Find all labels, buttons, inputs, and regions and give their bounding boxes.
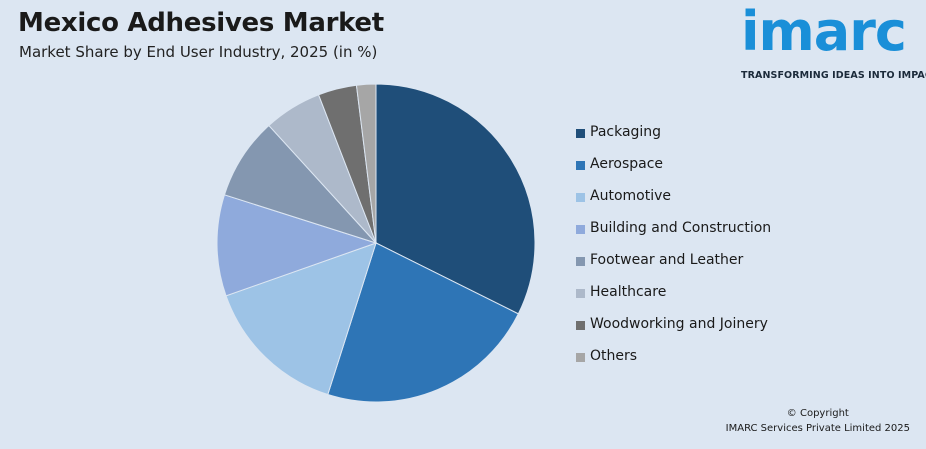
legend-item-aerospace: Aerospace [576, 156, 771, 188]
legend-item-automotive: Automotive [576, 188, 771, 220]
legend-swatch [576, 321, 585, 330]
legend-label: Building and Construction [590, 220, 772, 236]
copyright-notice: © Copyright IMARC Services Private Limit… [726, 406, 910, 436]
legend-swatch [576, 193, 585, 202]
legend-label: Footwear and Leather [590, 252, 744, 268]
logo-wordmark: imarc [741, 0, 907, 63]
legend-label: Automotive [590, 188, 671, 204]
copyright-line-1: © Copyright [786, 408, 849, 419]
pie-slice-building-and-construction [216, 194, 378, 297]
legend-item-building-and-construction: Building and Construction [576, 220, 771, 252]
legend-swatch [576, 289, 585, 298]
legend-label: Healthcare [590, 284, 667, 300]
legend-item-healthcare: Healthcare [576, 284, 771, 316]
legend-swatch [576, 353, 585, 362]
legend-swatch [576, 129, 585, 138]
chart-subtitle: Market Share by End User Industry, 2025 … [19, 43, 378, 61]
copyright-line-2: IMARC Services Private Limited 2025 [725, 423, 910, 434]
chart-legend: Packaging Aerospace Automotive Building and… [576, 124, 771, 380]
legend-swatch [576, 161, 585, 170]
pie-slice-others [355, 83, 377, 244]
chart-title: Mexico Adhesives Market [18, 8, 384, 38]
legend-item-packaging: Packaging [576, 124, 771, 156]
legend-label: Aerospace [590, 156, 664, 172]
legend-item-woodworking-and-joinery: Woodworking and Joinery [576, 316, 771, 348]
legend-swatch [576, 257, 585, 266]
imarc-logo: imarc TRANSFORMING IDEAS INTO IMPACT [735, 0, 926, 88]
pie-slice-packaging [375, 83, 536, 315]
legend-label: Packaging [590, 124, 662, 140]
legend-item-footwear-and-leather: Footwear and Leather [576, 252, 771, 284]
pie-slice-automotive [225, 242, 377, 396]
legend-swatch [576, 225, 585, 234]
legend-label: Others [590, 348, 638, 364]
logo-tagline: TRANSFORMING IDEAS INTO IMPACT [741, 70, 926, 81]
legend-item-others: Others [576, 348, 771, 380]
legend-label: Woodworking and Joinery [590, 316, 768, 332]
pie-slice-aerospace [327, 242, 520, 403]
